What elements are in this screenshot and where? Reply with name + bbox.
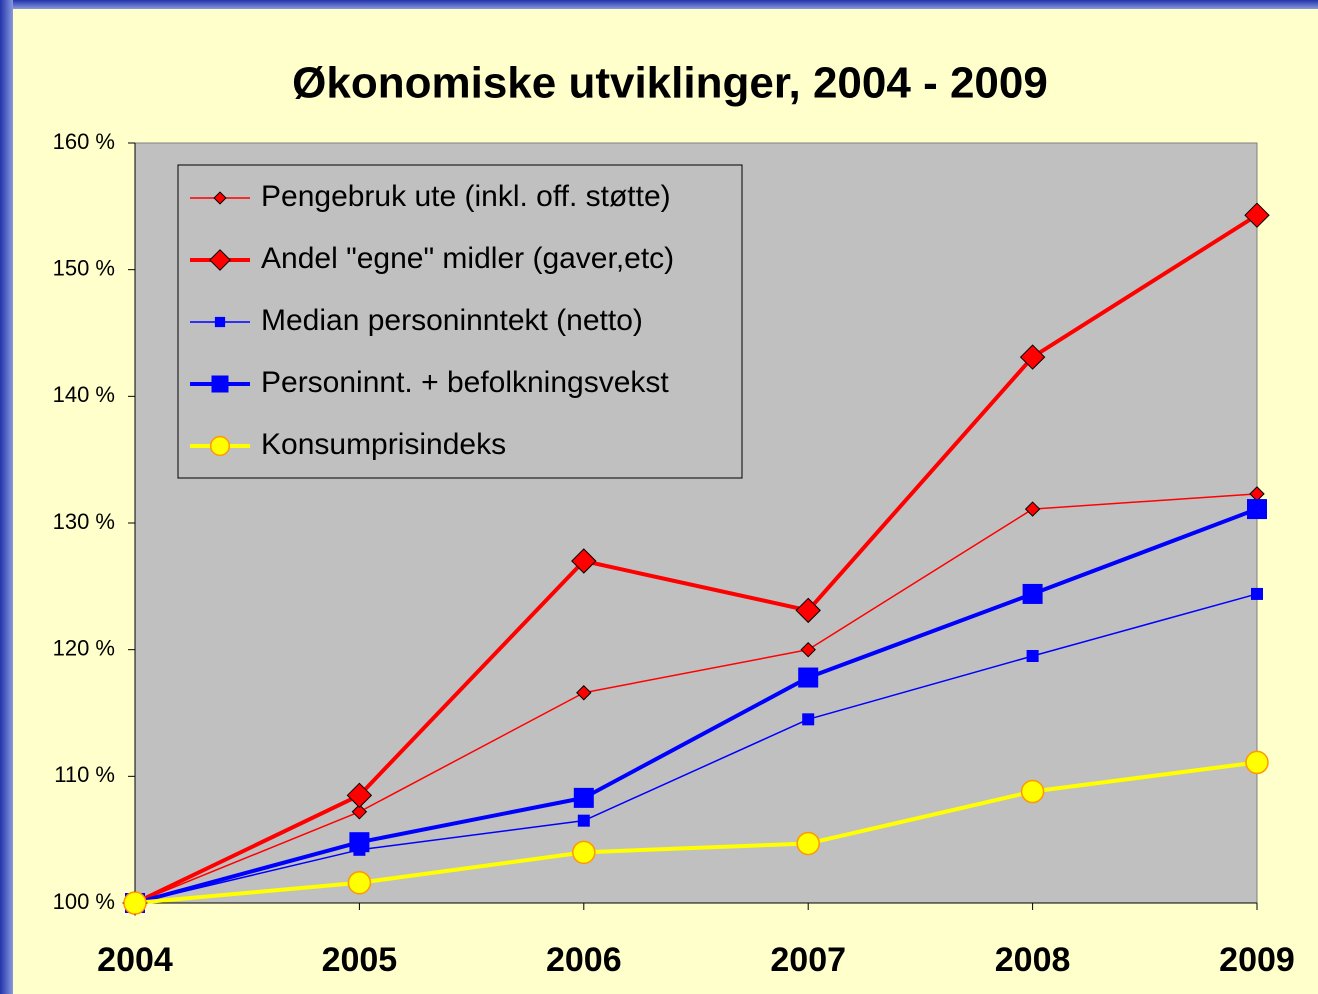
marker	[209, 249, 231, 271]
x-tick-label: 2008	[995, 941, 1071, 979]
marker	[572, 840, 596, 865]
marker	[213, 191, 227, 205]
marker	[1022, 583, 1043, 604]
y-tick-label: 110 %	[54, 762, 115, 787]
marker	[209, 435, 231, 457]
y-tick-label: 100 %	[53, 889, 115, 914]
y-tick-label: 140 %	[53, 382, 115, 407]
legend-label: Median personinntekt (netto)	[261, 304, 643, 337]
marker	[351, 804, 368, 820]
series-line	[134, 507, 1258, 905]
marker	[1026, 650, 1039, 662]
series-line	[134, 213, 1259, 905]
top-border	[0, 0, 1318, 9]
legend-label: Pengebruk ute (inkl. off. støtte)	[261, 180, 671, 213]
marker	[798, 667, 819, 688]
x-tick-label: 2005	[322, 941, 398, 979]
marker	[211, 375, 229, 393]
marker	[123, 891, 147, 915]
y-tick-label: 130 %	[53, 509, 115, 534]
x-tick-label: 2004	[97, 941, 173, 979]
marker	[800, 641, 816, 658]
marker	[795, 597, 821, 624]
marker	[214, 316, 226, 328]
marker	[576, 685, 592, 701]
marker	[796, 831, 820, 856]
legend-label: Personinnt. + befolkningsvekst	[261, 366, 669, 399]
marker	[1019, 344, 1046, 370]
marker	[346, 782, 373, 809]
series-line	[134, 493, 1258, 904]
marker	[577, 814, 590, 827]
marker	[571, 548, 597, 574]
marker	[1024, 501, 1041, 517]
series-line	[134, 593, 1258, 904]
marker	[1247, 499, 1267, 520]
x-tick-label: 2007	[770, 941, 846, 979]
series-line	[134, 760, 1258, 905]
legend-label: Andel "egne" midler (gaver,etc)	[261, 242, 674, 275]
y-tick-label: 160 %	[53, 129, 115, 154]
marker	[1244, 202, 1270, 228]
marker	[573, 787, 594, 808]
marker	[347, 870, 372, 895]
legend-label: Konsumprisindeks	[261, 428, 506, 461]
marker	[1251, 587, 1263, 600]
marker	[349, 832, 370, 853]
marker	[1245, 750, 1269, 775]
x-tick-label: 2006	[546, 941, 622, 979]
legend	[177, 164, 743, 479]
left-border	[0, 0, 13, 994]
chart-title: Økonomiske utviklinger, 2004 - 2009	[292, 59, 1048, 108]
marker	[1020, 779, 1045, 804]
marker	[802, 713, 815, 726]
y-tick-label: 150 %	[53, 255, 115, 280]
y-tick-label: 120 %	[53, 635, 115, 660]
x-tick-label: 2009	[1219, 941, 1295, 979]
